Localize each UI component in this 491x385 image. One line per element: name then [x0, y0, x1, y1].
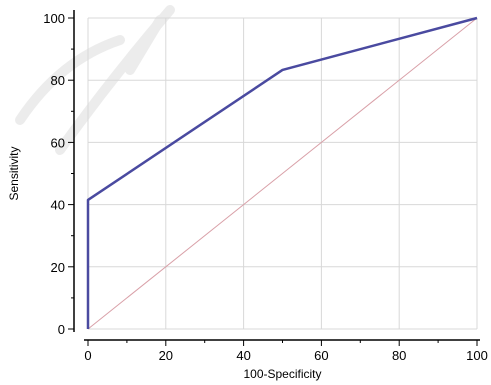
roc-curve-line	[86, 16, 478, 329]
y-tick-label: 0	[58, 322, 65, 337]
y-axis-label: Sensitivity	[7, 146, 21, 200]
y-tick-label: 80	[51, 73, 65, 88]
ticks: 0 20 40 60 80 100 0 20 40 60 80 100	[43, 11, 488, 363]
y-tick-label: 40	[51, 198, 65, 213]
x-tick-label: 20	[159, 348, 173, 363]
x-tick-label: 0	[84, 348, 91, 363]
x-tick-label: 40	[236, 348, 250, 363]
y-tick-label: 60	[51, 135, 65, 150]
y-tick-label: 20	[51, 260, 65, 275]
series	[86, 16, 478, 330]
grid	[87, 17, 478, 330]
y-tick-label: 100	[43, 11, 65, 26]
x-axis-label: 100-Specificity	[243, 367, 321, 381]
x-tick-label: 80	[392, 348, 406, 363]
reference-diagonal-line	[87, 17, 478, 330]
x-tick-label: 60	[314, 348, 328, 363]
x-tick-label: 100	[466, 348, 488, 363]
